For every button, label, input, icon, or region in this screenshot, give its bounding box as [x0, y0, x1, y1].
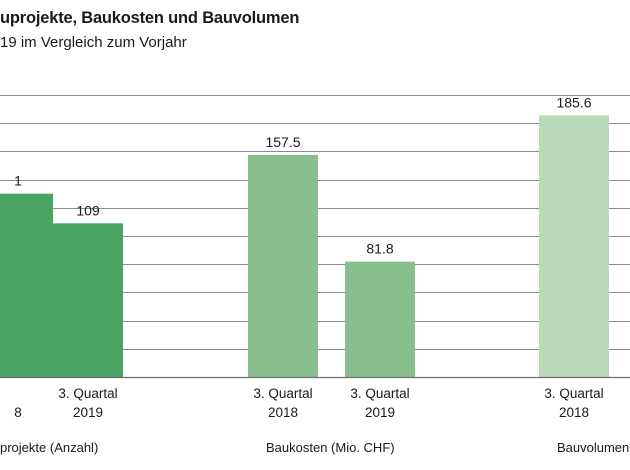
- group-label: Bauvolumen: [557, 440, 629, 455]
- bar-value-label: 1: [14, 173, 22, 189]
- bar: [0, 193, 53, 377]
- x-tick-label: 2018: [268, 405, 298, 420]
- x-tick-label: 3. Quartal: [253, 386, 312, 401]
- chart-title: uprojekte, Baukosten und Bauvolumen: [0, 9, 300, 27]
- x-tick-label: 3. Quartal: [58, 386, 117, 401]
- bar-value-label: 157.5: [265, 134, 300, 150]
- bar-value-label: 185.6: [556, 94, 591, 110]
- x-tick-label: 8: [14, 405, 22, 420]
- bar-value-label: 109: [76, 202, 100, 218]
- x-tick-label: 2019: [73, 405, 103, 420]
- bar: [345, 261, 415, 377]
- bar: [248, 154, 318, 377]
- bar-value-label: 81.8: [366, 241, 393, 257]
- bar: [53, 223, 123, 377]
- x-tick-label: 2018: [559, 405, 589, 420]
- x-tick-label: 3. Quartal: [350, 386, 409, 401]
- x-tick-label: 2019: [365, 405, 395, 420]
- chart-subtitle: 19 im Vergleich zum Vorjahr: [0, 34, 187, 51]
- bar: [539, 115, 609, 377]
- x-tick-label: 3. Quartal: [544, 386, 603, 401]
- group-label: Baukosten (Mio. CHF): [266, 440, 395, 455]
- group-label: projekte (Anzahl): [0, 440, 98, 455]
